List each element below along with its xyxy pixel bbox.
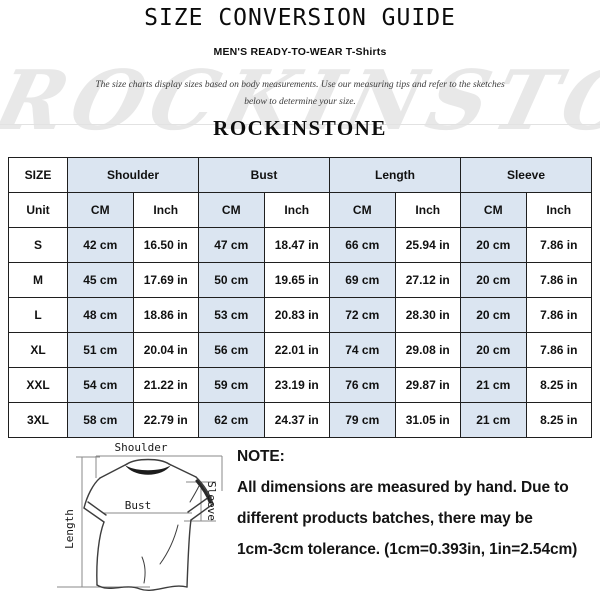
table-cell: 76 cm <box>329 367 396 403</box>
table-cell: 7.86 in <box>525 297 592 333</box>
table-row-s: S 42 cm 16.50 in 47 cm 18.47 in 66 cm 25… <box>8 227 592 263</box>
size-cell: 3XL <box>8 402 68 438</box>
table-cell: 31.05 in <box>394 402 461 438</box>
size-cell: XL <box>8 332 68 368</box>
table-cell: 25.94 in <box>394 227 461 263</box>
size-cell: L <box>8 297 68 333</box>
subtitle: MEN'S READY-TO-WEAR T-Shirts <box>213 46 387 58</box>
table-cell: 79 cm <box>329 402 396 438</box>
table-cell: 7.86 in <box>525 227 592 263</box>
table-cell: 59 cm <box>198 367 265 403</box>
brand-name: ROCKINSTONE <box>213 116 387 140</box>
table-cell: 54 cm <box>67 367 134 403</box>
table-cell: 47 cm <box>198 227 265 263</box>
size-conversion-table: SIZE Shoulder Bust Length Sleeve Unit CM… <box>8 157 592 438</box>
table-cell: 29.08 in <box>394 332 461 368</box>
size-column-header: SIZE <box>8 157 68 193</box>
table-cell: 19.65 in <box>263 262 330 298</box>
table-cell: 51 cm <box>67 332 134 368</box>
note-line3: 1cm-3cm tolerance. (1cm=0.393in, 1in=2.5… <box>237 541 578 558</box>
sleeve-group-header: Sleeve <box>460 157 592 193</box>
unit-cell: CM <box>198 192 265 228</box>
shoulder-label: Shoulder <box>115 441 168 454</box>
table-cell: 8.25 in <box>525 402 592 438</box>
table-cell: 20 cm <box>460 227 527 263</box>
tshirt-sketch <box>83 458 214 591</box>
size-cell: XXL <box>8 367 68 403</box>
table-cell: 8.25 in <box>525 367 592 403</box>
page-title: SIZE CONVERSION GUIDE <box>144 5 456 31</box>
table-cell: 74 cm <box>329 332 396 368</box>
table-cell: 27.12 in <box>394 262 461 298</box>
table-cell: 23.19 in <box>263 367 330 403</box>
tshirt-measurement-diagram: Shoulder Bust Length Sleeve <box>57 441 223 591</box>
table-cell: 7.86 in <box>525 332 592 368</box>
table-cell: 24.37 in <box>263 402 330 438</box>
unit-cell: CM <box>329 192 396 228</box>
table-cell: 21 cm <box>460 367 527 403</box>
table-cell: 56 cm <box>198 332 265 368</box>
note-line1: All dimensions are measured by hand. Due… <box>237 479 569 496</box>
table-row-xl: XL 51 cm 20.04 in 56 cm 22.01 in 74 cm 2… <box>8 332 592 368</box>
table-cell: 28.30 in <box>394 297 461 333</box>
table-cell: 7.86 in <box>525 262 592 298</box>
unit-cell: Inch <box>525 192 592 228</box>
table-cell: 45 cm <box>67 262 134 298</box>
table-cell: 62 cm <box>198 402 265 438</box>
size-cell: M <box>8 262 68 298</box>
diagram-labels: Shoulder Bust Length Sleeve <box>63 441 218 549</box>
table-cell: 50 cm <box>198 262 265 298</box>
table-cell: 53 cm <box>198 297 265 333</box>
shoulder-group-header: Shoulder <box>67 157 199 193</box>
table-cell: 42 cm <box>67 227 134 263</box>
note-section: NOTE: All dimensions are measured by han… <box>237 441 595 565</box>
unit-cell: Inch <box>263 192 330 228</box>
table-row-l: L 48 cm 18.86 in 53 cm 20.83 in 72 cm 28… <box>8 297 592 333</box>
table-cell: 17.69 in <box>132 262 199 298</box>
table-cell: 21 cm <box>460 402 527 438</box>
description-line1: The size charts display sizes based on b… <box>95 80 505 90</box>
table-row-3xl: 3XL 58 cm 22.79 in 62 cm 24.37 in 79 cm … <box>8 402 592 438</box>
bust-label: Bust <box>125 499 152 512</box>
table-cell: 22.01 in <box>263 332 330 368</box>
table-cell: 66 cm <box>329 227 396 263</box>
table-cell: 21.22 in <box>132 367 199 403</box>
table-cell: 58 cm <box>67 402 134 438</box>
unit-cell: Inch <box>394 192 461 228</box>
table-cell: 72 cm <box>329 297 396 333</box>
table-cell: 69 cm <box>329 262 396 298</box>
table-row-xxl: XXL 54 cm 21.22 in 59 cm 23.19 in 76 cm … <box>8 367 592 403</box>
description-line2: below to determine your size. <box>244 97 356 107</box>
description: The size charts display sizes based on b… <box>0 77 600 111</box>
note-title: NOTE: <box>237 448 285 465</box>
unit-cell: CM <box>460 192 527 228</box>
table-cell: 18.47 in <box>263 227 330 263</box>
divider-line <box>0 124 600 125</box>
sleeve-label: Sleeve <box>205 481 218 521</box>
measurement-lines <box>57 455 223 588</box>
table-unit-row: Unit CM Inch CM Inch CM Inch CM Inch <box>8 192 592 228</box>
unit-cell: CM <box>67 192 134 228</box>
table-cell: 48 cm <box>67 297 134 333</box>
bust-group-header: Bust <box>198 157 330 193</box>
unit-cell: Inch <box>132 192 199 228</box>
size-cell: S <box>8 227 68 263</box>
table-cell: 16.50 in <box>132 227 199 263</box>
length-label: Length <box>63 509 76 549</box>
table-cell: 20 cm <box>460 262 527 298</box>
table-row-m: M 45 cm 17.69 in 50 cm 19.65 in 69 cm 27… <box>8 262 592 298</box>
table-cell: 20 cm <box>460 332 527 368</box>
table-cell: 20.83 in <box>263 297 330 333</box>
table-cell: 20 cm <box>460 297 527 333</box>
unit-label-cell: Unit <box>8 192 68 228</box>
note-line2: different products batches, there may be <box>237 510 533 527</box>
table-cell: 18.86 in <box>132 297 199 333</box>
table-cell: 20.04 in <box>132 332 199 368</box>
table-group-header-row: SIZE Shoulder Bust Length Sleeve <box>8 157 592 193</box>
table-cell: 29.87 in <box>394 367 461 403</box>
length-group-header: Length <box>329 157 461 193</box>
